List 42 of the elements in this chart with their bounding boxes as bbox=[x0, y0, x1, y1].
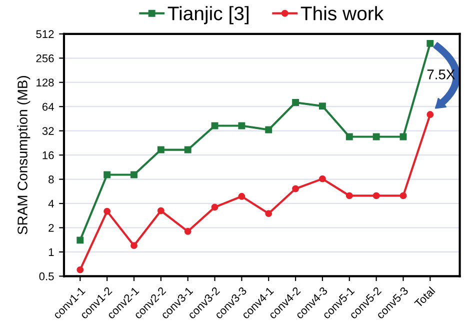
point bbox=[372, 133, 380, 140]
point bbox=[265, 126, 272, 134]
y-tick-label: 64 bbox=[42, 102, 54, 111]
point bbox=[265, 210, 272, 218]
y-tick-label: 16 bbox=[42, 151, 54, 160]
y-tick-label: 8 bbox=[48, 176, 54, 184]
point bbox=[292, 185, 300, 192]
point bbox=[104, 171, 111, 178]
y-axis-title: SRAM Consumption (MB) bbox=[17, 76, 30, 234]
point bbox=[130, 242, 138, 250]
point bbox=[211, 204, 218, 211]
point bbox=[157, 207, 164, 214]
point bbox=[426, 111, 434, 118]
point bbox=[238, 192, 246, 200]
y-tick-label: 512 bbox=[36, 30, 54, 38]
y-tick-label: 2 bbox=[48, 224, 54, 232]
legend-label: This work bbox=[300, 6, 384, 20]
point bbox=[76, 266, 84, 274]
point bbox=[104, 208, 111, 215]
legend-label: Tianjic [3] bbox=[168, 6, 248, 24]
point bbox=[400, 133, 407, 140]
point bbox=[238, 122, 246, 130]
point bbox=[346, 133, 353, 140]
point bbox=[184, 146, 192, 154]
point bbox=[318, 175, 326, 182]
point bbox=[426, 40, 434, 47]
point bbox=[346, 192, 353, 200]
point bbox=[400, 192, 407, 200]
point bbox=[372, 192, 380, 200]
y-tick-label: 0.5 bbox=[39, 272, 54, 280]
y-tick-label: 4 bbox=[48, 200, 54, 208]
point bbox=[184, 228, 192, 235]
y-tick-label: 32 bbox=[42, 127, 54, 135]
point bbox=[157, 146, 164, 154]
y-tick-label: 1 bbox=[48, 248, 54, 256]
point bbox=[318, 102, 326, 110]
point bbox=[130, 171, 138, 178]
point bbox=[211, 122, 218, 130]
point bbox=[76, 236, 84, 244]
y-tick-label: 256 bbox=[36, 54, 54, 62]
y-tick-label: 128 bbox=[36, 78, 54, 86]
point bbox=[292, 99, 300, 106]
